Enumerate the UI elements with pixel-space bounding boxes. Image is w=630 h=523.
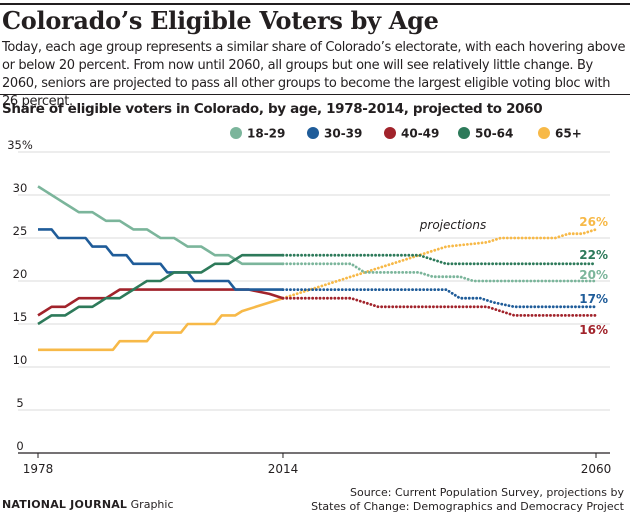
brand-credit: NATIONAL JOURNAL Graphic bbox=[2, 498, 174, 511]
x-tick-label: 2060 bbox=[581, 462, 612, 476]
y-tick-label: 5 bbox=[16, 396, 23, 410]
legend-label: 40-49 bbox=[401, 127, 439, 141]
legend-swatch bbox=[307, 127, 319, 139]
y-tick-label: 20 bbox=[13, 267, 28, 281]
chart-legend: 18-29 30-39 40-49 50-64 65+ bbox=[230, 127, 582, 141]
y-tick-label: 0 bbox=[16, 439, 23, 453]
y-tick-label: 35% bbox=[7, 138, 33, 152]
legend-label: 18-29 bbox=[247, 127, 285, 141]
y-tick-label: 25 bbox=[13, 224, 28, 238]
series-line-50-64 bbox=[37, 253, 283, 326]
series-line-18-29 bbox=[37, 185, 283, 266]
line-chart: 18-29 30-39 40-49 50-64 65+ 05101520253035% … bbox=[7, 127, 612, 477]
y-tick-label: 15 bbox=[13, 310, 28, 324]
legend-label: 65+ bbox=[555, 127, 582, 141]
chart-gridlines bbox=[18, 151, 610, 454]
x-tick-label: 2014 bbox=[268, 462, 299, 476]
source-note: Source: Current Population Survey, proje… bbox=[311, 486, 624, 514]
chart-series bbox=[37, 185, 598, 352]
series-projection-40-49 bbox=[281, 296, 598, 317]
legend-swatch bbox=[384, 127, 396, 139]
end-label-65+: 26% bbox=[579, 215, 608, 229]
series-line-65+ bbox=[38, 296, 284, 352]
series-line-40-49 bbox=[37, 288, 284, 317]
y-tick-label: 10 bbox=[13, 353, 28, 367]
series-projection-30-39 bbox=[281, 288, 598, 309]
series-projection-65+ bbox=[281, 227, 598, 300]
brand-name: NATIONAL JOURNAL bbox=[2, 498, 128, 511]
divider-rule bbox=[0, 94, 630, 95]
end-label-50-64: 22% bbox=[579, 248, 608, 262]
source-line-1: Source: Current Population Survey, proje… bbox=[350, 486, 624, 499]
page-title: Colorado’s Eligible Voters by Age bbox=[2, 6, 439, 35]
series-projection-50-64 bbox=[281, 253, 598, 266]
legend-label: 50-64 bbox=[475, 127, 513, 141]
source-line-2: States of Change: Demographics and Democ… bbox=[311, 500, 624, 513]
legend-swatch bbox=[538, 127, 550, 139]
end-label-40-49: 16% bbox=[579, 323, 608, 337]
top-rule bbox=[0, 3, 630, 5]
x-axis: 1978 2014 2060 bbox=[23, 453, 612, 476]
chart-title: Share of eligible voters in Colorado, by… bbox=[2, 101, 543, 117]
x-tick-label: 1978 bbox=[23, 462, 54, 476]
dek-paragraph: Today, each age group represents a simil… bbox=[2, 40, 626, 109]
legend-label: 30-39 bbox=[324, 127, 362, 141]
projections-annotation: projections bbox=[419, 218, 486, 232]
legend-swatch bbox=[458, 127, 470, 139]
legend-swatch bbox=[230, 127, 242, 139]
end-label-30-39: 17% bbox=[579, 292, 608, 306]
y-tick-label: 30 bbox=[13, 181, 28, 195]
brand-suffix: Graphic bbox=[130, 498, 174, 511]
series-projection-18-29 bbox=[281, 262, 598, 283]
series-line-30-39 bbox=[38, 228, 283, 291]
end-label-18-29: 20% bbox=[579, 268, 608, 282]
end-labels: 20% 17% 16% 22% 26% bbox=[579, 215, 608, 337]
y-axis: 0 5 10 15 20 25 30 35% bbox=[7, 138, 33, 453]
